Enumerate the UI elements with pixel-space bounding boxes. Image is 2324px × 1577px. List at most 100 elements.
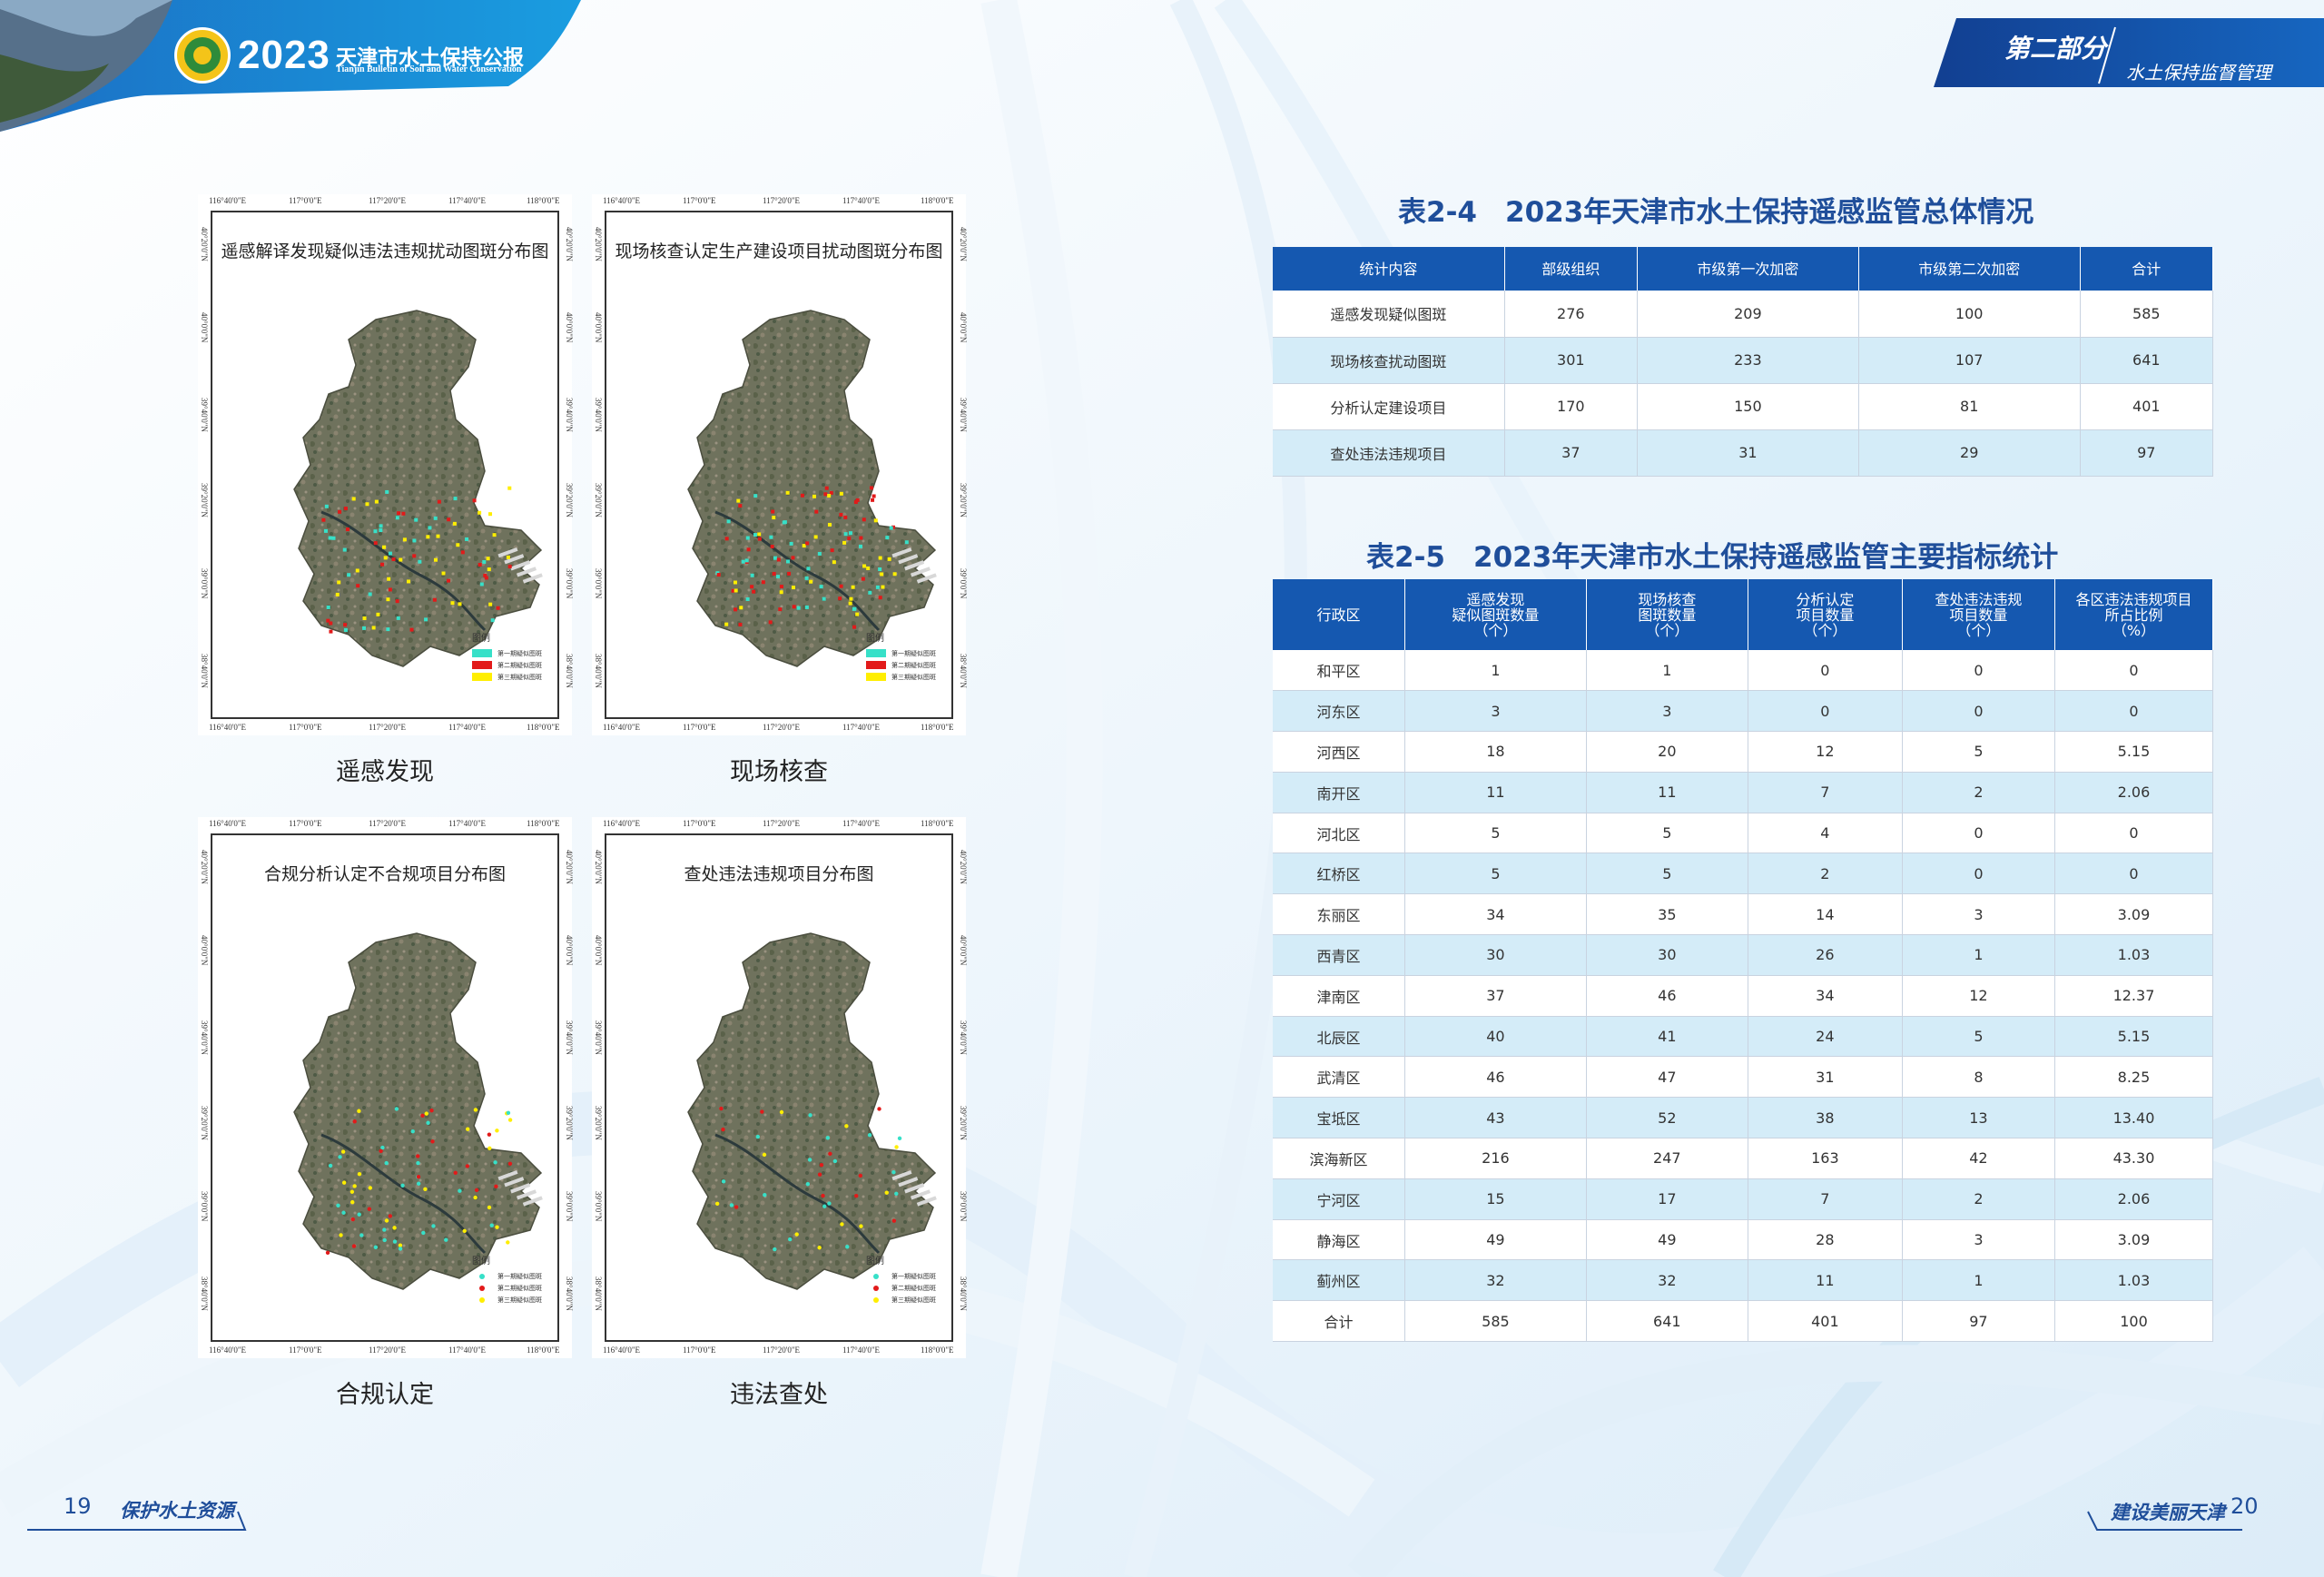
map-title: 遥感解译发现疑似违法违规扰动图斑分布图 [221,241,549,261]
map-y-tick-label: 38°40'0"N [594,654,603,688]
legend-swatch [873,1285,879,1291]
legend-item: 第一期疑似图斑 [866,1270,936,1282]
table-cell: 233 [1637,337,1859,384]
legend-swatch [472,673,492,681]
legend-label: 第二期疑似图斑 [497,661,542,669]
legend-item: 第二期疑似图斑 [866,1282,936,1294]
legend-label: 第一期疑似图斑 [497,1272,542,1280]
map-panel-2: 116°40'0"E 116°40'0"E 117°0'0"E 117°0'0"E 11… [592,194,968,735]
table-cell: 32 [1404,1259,1587,1302]
legend-item: 第一期疑似图斑 [472,647,542,659]
legend-label: 第三期疑似图斑 [891,1296,936,1304]
map-y-tick-label: 39°40'0"N [565,398,574,432]
table-cell: 26 [1748,934,1903,976]
table-cell: 31 [1748,1056,1903,1099]
header-title: 天津市水土保持公报 [336,46,524,70]
map-x-tick-label: 117°40'0"E [448,196,487,205]
table-cell: 3 [1586,690,1748,733]
legend-title: 图例 [472,634,490,644]
map-panel-1: 116°40'0"E 116°40'0"E 117°0'0"E 117°0'0"E 11… [198,194,574,735]
legend-item: 第二期疑似图斑 [866,659,936,671]
map-panel-3: 116°40'0"E 116°40'0"E 117°0'0"E 117°0'0"E 11… [198,817,574,1358]
map-x-tick-label: 117°40'0"E [842,196,881,205]
map-x-tick-label: 118°0'0"E [527,1345,560,1355]
table-row: 河东区 3 3 0 0 0 [1273,690,2214,733]
table-cell: 0 [2054,690,2214,733]
table-row: 河北区 5 5 4 0 0 [1273,813,2214,854]
part-label: 第二部分 [2004,34,2107,64]
map-y-tick-label: 39°0'0"N [959,1191,968,1222]
table-cell: 1 [1586,650,1748,692]
map-y-tick-label: 40°0'0"N [959,312,968,343]
map-y-tick-label: 39°0'0"N [594,568,603,599]
table2-header-cell: 遥感发现 疑似图斑数量 （个） [1404,579,1587,650]
map-y-tick-label: 39°20'0"N [594,483,603,517]
map-y-tick-label: 39°40'0"N [959,1020,968,1055]
table-cell: 38 [1748,1097,1903,1139]
tianjin-satellite-map [687,310,937,667]
table-cell: 247 [1586,1138,1748,1179]
bulletin-logo-icon [174,27,231,84]
legend-label: 第三期疑似图斑 [497,1296,542,1304]
table-row: 宝坻区 43 52 38 13 13.40 [1273,1097,2214,1139]
legend-item: 第二期疑似图斑 [472,659,542,671]
legend-swatch [873,1273,879,1279]
map-x-tick-label: 116°40'0"E [603,723,641,732]
map-legend: 图例 第一期疑似图斑 第二期疑似图斑 第三期疑似图斑 [866,1253,936,1306]
table1-header-cell: 合计 [2080,247,2214,291]
table-cell: 5 [1404,853,1587,895]
map-y-tick-label: 40°0'0"N [959,935,968,966]
table-cell: 5.15 [2054,1016,2214,1058]
map-x-tick-label: 116°40'0"E [603,196,641,205]
map-y-tick-label: 40°20'0"N [200,850,209,884]
map-y-tick-label: 40°20'0"N [959,850,968,884]
map-y-tick-label: 39°40'0"N [200,398,209,432]
map-y-tick-label: 39°0'0"N [200,568,209,599]
table-cell: 津南区 [1273,975,1405,1017]
map-caption: 合规认定 [336,1381,434,1409]
map-x-tick-label: 117°20'0"E [763,723,801,732]
table-cell: 蓟州区 [1273,1259,1405,1302]
map-x-tick-label: 117°20'0"E [369,1345,407,1355]
table-cell: 24 [1748,1016,1903,1058]
map-x-tick-label: 116°40'0"E [603,1345,641,1355]
map-y-tick-label: 38°40'0"N [959,1276,968,1311]
table-cell: 0 [2054,813,2214,854]
table-cell: 43.30 [2054,1138,2214,1179]
map-y-tick-label: 38°40'0"N [200,654,209,688]
section-header: 第二部分 水土保持监督管理 [1925,18,2324,91]
table-row: 和平区 1 1 0 0 0 [1273,650,2214,692]
map-y-tick-label: 38°40'0"N [565,654,574,688]
table-cell: 81 [1858,383,2081,430]
map-x-tick-label: 117°40'0"E [842,1345,881,1355]
table-cell: 170 [1504,383,1639,430]
map-x-tick-label: 118°0'0"E [527,819,560,828]
table-cell: 32 [1586,1259,1748,1302]
table-cell: 15 [1404,1178,1587,1220]
map-y-tick-label: 38°40'0"N [959,654,968,688]
table2-header-cell: 行政区 [1273,579,1405,650]
right-footer-text: 建设美丽天津 [2111,1502,2225,1523]
map-y-tick-label: 39°0'0"N [200,1191,209,1222]
map-x-tick-label: 117°20'0"E [369,819,407,828]
table-row: 分析认定建设项目 170 150 81 401 [1273,383,2214,430]
header-brand: 2023 天津市水土保持公报 Tianjin Bulletin of Soil … [0,0,590,136]
table-cell: 641 [1586,1300,1748,1343]
table-cell: 12 [1902,975,2055,1017]
map-y-tick-label: 39°0'0"N [565,568,574,599]
legend-item: 第一期疑似图斑 [866,647,936,659]
table-cell: 0 [1902,650,2055,692]
table-cell: 4 [1748,813,1903,854]
table-cell: 107 [1858,337,2081,384]
legend-label: 第二期疑似图斑 [497,1284,542,1292]
table-cell: 1.03 [2054,1259,2214,1302]
map-x-tick-label: 117°0'0"E [683,819,716,828]
table-cell: 河东区 [1273,690,1405,733]
table-cell: 52 [1586,1097,1748,1139]
header-year: 2023 [238,33,330,77]
table-cell: 5 [1586,813,1748,854]
table-cell: 401 [1748,1300,1903,1343]
map-title: 合规分析认定不合规项目分布图 [263,864,506,884]
table-cell: 97 [1902,1300,2055,1343]
table-cell: 100 [1858,291,2081,338]
